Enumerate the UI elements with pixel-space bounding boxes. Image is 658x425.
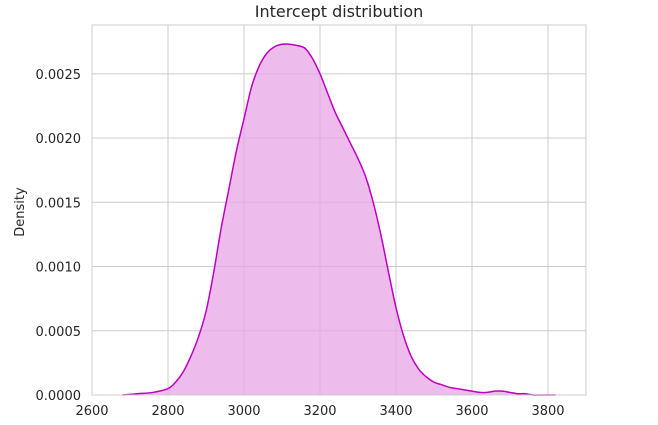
grid-lines [91, 25, 586, 396]
x-tick-label: 3800 [531, 404, 564, 419]
y-tick-label: 0.0010 [36, 261, 82, 276]
density-fill [122, 44, 556, 396]
y-tick-labels: 0.0000 0.0005 0.0010 0.0015 0.0020 0.0025 [36, 68, 82, 404]
x-tick-label: 3400 [379, 404, 412, 419]
x-tick-label: 3200 [303, 404, 336, 419]
x-tick-label: 2600 [75, 404, 108, 419]
chart-title: Intercept distribution [255, 2, 424, 21]
y-tick-label: 0.0020 [36, 132, 82, 147]
y-axis-label: Density [13, 187, 28, 237]
y-tick-label: 0.0015 [36, 196, 82, 211]
density-area [122, 43, 556, 396]
x-tick-label: 3600 [455, 404, 488, 419]
x-tick-label: 2800 [151, 404, 184, 419]
density-curve [122, 43, 556, 396]
y-tick-label: 0.0005 [36, 325, 82, 340]
y-tick-label: 0.0025 [36, 68, 82, 83]
plot-frame [91, 24, 587, 396]
x-tick-label: 3000 [227, 404, 260, 419]
x-tick-labels: 2600 2800 3000 3200 3400 3600 3800 [75, 404, 564, 419]
y-tick-label: 0.0000 [36, 389, 82, 404]
